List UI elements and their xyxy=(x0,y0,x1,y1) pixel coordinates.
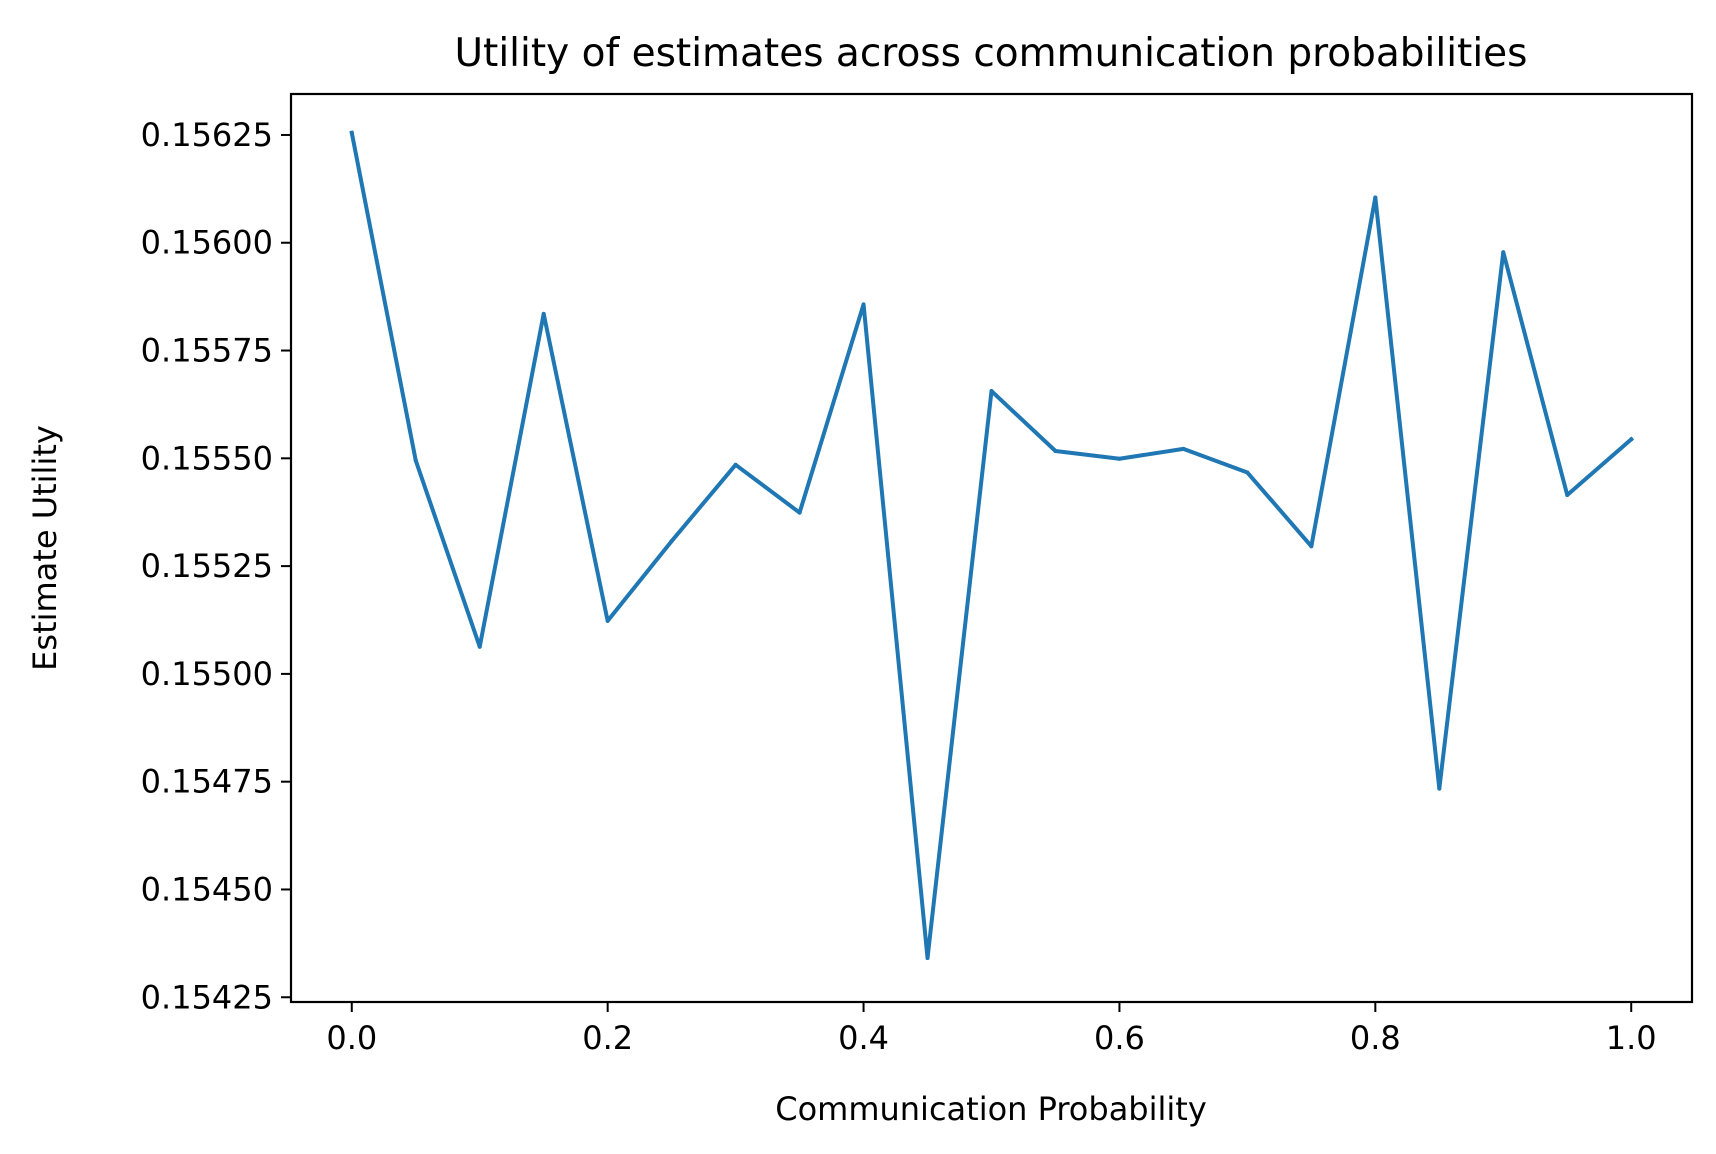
data-point xyxy=(797,510,802,515)
data-point xyxy=(861,302,866,307)
data-point xyxy=(1181,446,1186,451)
data-point xyxy=(605,618,610,623)
y-tick-label: 0.15625 xyxy=(141,116,273,154)
x-tick-label: 0.4 xyxy=(838,1019,889,1057)
y-tick-label: 0.15575 xyxy=(141,332,273,370)
data-point xyxy=(669,539,674,544)
x-tick-label: 0.6 xyxy=(1094,1019,1145,1057)
data-point xyxy=(413,458,418,463)
y-axis-ticks: 0.15425 0.15450 0.15475 0.15500 0.15525 0.155… xyxy=(141,116,291,1016)
data-point xyxy=(1245,470,1250,475)
y-tick-label: 0.15500 xyxy=(141,655,273,693)
data-point xyxy=(1437,786,1442,791)
data-point xyxy=(925,956,930,961)
y-tick-label: 0.15600 xyxy=(141,224,273,262)
data-point xyxy=(1373,195,1378,200)
data-point xyxy=(477,644,482,649)
data-point xyxy=(1053,448,1058,453)
x-axis-label: Communication Probability xyxy=(775,1090,1207,1128)
data-point xyxy=(541,311,546,316)
y-axis-label: Estimate Utility xyxy=(26,425,64,671)
x-tick-label: 1.0 xyxy=(1606,1019,1657,1057)
x-tick-label: 0.2 xyxy=(582,1019,633,1057)
x-tick-label: 0.8 xyxy=(1350,1019,1401,1057)
data-point xyxy=(349,130,354,135)
x-tick-label: 0.0 xyxy=(326,1019,377,1057)
y-tick-label: 0.15550 xyxy=(141,439,273,477)
chart-title: Utility of estimates across communicatio… xyxy=(455,31,1528,76)
data-point xyxy=(1117,456,1122,461)
y-tick-label: 0.15425 xyxy=(141,978,273,1016)
data-point xyxy=(733,462,738,467)
plot-area xyxy=(289,92,1694,1004)
data-point xyxy=(989,389,994,394)
data-point xyxy=(1629,437,1634,442)
data-point xyxy=(1309,544,1314,549)
x-axis-ticks: 0.0 0.2 0.4 0.6 0.8 1.0 xyxy=(326,1002,1657,1057)
y-tick-label: 0.15525 xyxy=(141,547,273,585)
axes-frame xyxy=(289,92,1694,1004)
y-tick-label: 0.15450 xyxy=(141,870,273,908)
y-tick-label: 0.15475 xyxy=(141,763,273,801)
data-point xyxy=(1501,250,1506,255)
data-point xyxy=(1565,492,1570,497)
series-layer xyxy=(349,130,1635,961)
